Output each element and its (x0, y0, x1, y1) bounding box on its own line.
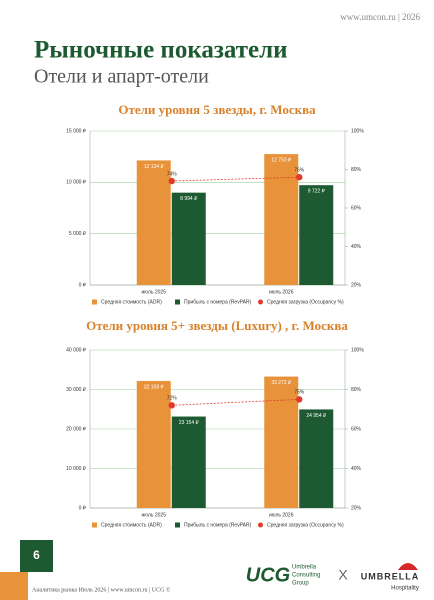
x-sign: X (338, 567, 348, 583)
y2-tick-label: 80% (351, 387, 362, 393)
page-subtitle: Отели и апарт-отели (34, 66, 209, 88)
y2-tick-label: 60% (351, 426, 362, 432)
data-label: 72% (167, 396, 178, 402)
data-label: 33 272 ₽ (271, 380, 292, 386)
page-title: Рыночные показатели (34, 37, 288, 64)
legend-label: Средняя стоимость (ADR) (101, 522, 162, 528)
data-label: 12 750 ₽ (271, 157, 292, 163)
data-label: 12 134 ₽ (144, 164, 165, 170)
y-tick-label: 20 000 ₽ (66, 426, 87, 432)
page-number: 6 (33, 548, 40, 562)
legend-marker (258, 522, 263, 528)
footer-text: Аналитика рынка Июль 2026 | www.umcon.ru… (32, 586, 171, 593)
legend-marker (175, 299, 180, 305)
umbrella-text: UMBRELLA (361, 571, 420, 581)
bar (171, 192, 206, 285)
data-label: 75% (294, 390, 305, 396)
y-tick-label: 40 000 ₽ (66, 347, 87, 353)
y2-tick-label: 60% (351, 205, 362, 211)
legend-marker (92, 299, 97, 305)
y-tick-label: 5 000 ₽ (69, 231, 87, 237)
legend-label: Средняя загрузка (Occupancy %) (267, 299, 344, 305)
y2-tick-label: 40% (351, 244, 362, 250)
y2-tick-label: 40% (351, 466, 362, 472)
data-label: 9 722 ₽ (308, 189, 326, 195)
y2-tick-label: 80% (351, 167, 362, 173)
corner (0, 572, 28, 600)
data-label: 76% (294, 168, 305, 174)
y2-tick-label: 20% (351, 282, 362, 288)
legend-label: Средняя загрузка (Occupancy %) (267, 522, 344, 528)
bar (264, 376, 299, 508)
legend-marker (92, 522, 97, 528)
y2-tick-label: 20% (351, 505, 362, 511)
data-label: 24 954 ₽ (306, 413, 327, 419)
legend-label: Средняя стоимость (ADR) (101, 299, 162, 305)
legend-label: Прибыль с номера (RevPAR) (184, 299, 252, 305)
legend-label: Прибыль с номера (RevPAR) (184, 522, 252, 528)
y-tick-label: 10 000 ₽ (66, 466, 87, 472)
data-label: 74% (167, 171, 178, 177)
data-label: 32 158 ₽ (144, 384, 165, 390)
page-box (20, 540, 53, 572)
chart-title: Отели уровня 5+ звезды (Luxury) , г. Мос… (86, 318, 348, 333)
bar (136, 380, 171, 508)
bar (136, 160, 171, 285)
occupancy-line (171, 398, 300, 406)
ucg-logo: UCG (246, 564, 290, 586)
hospitality-text: Hospitality (391, 586, 419, 592)
data-label: 23 154 ₽ (179, 420, 200, 426)
bar (264, 154, 299, 285)
ucg-name: Group (292, 581, 309, 587)
occupancy-point (296, 174, 303, 181)
y-tick-label: 30 000 ₽ (66, 387, 87, 393)
x-tick-label: июль 2025 (142, 512, 167, 518)
data-label: 8 994 ₽ (180, 196, 198, 202)
y2-tick-label: 100% (351, 128, 364, 134)
y-tick-label: 10 000 ₽ (66, 180, 87, 186)
y-tick-label: 0 ₽ (79, 505, 87, 511)
y-tick-label: 15 000 ₽ (66, 128, 87, 134)
x-tick-label: июль 2025 (142, 289, 167, 295)
legend-marker (258, 299, 263, 305)
site: www.umcon.ru | 2026 (340, 12, 420, 22)
y-tick-label: 0 ₽ (79, 282, 87, 288)
ucg-name: Umbrella (292, 565, 317, 571)
x-tick-label: июль 2026 (269, 289, 294, 295)
occupancy-point (168, 402, 175, 409)
occupancy-point (168, 177, 175, 185)
chart-title: Отели уровня 5 звезды, г. Москва (118, 102, 316, 117)
occupancy-point (296, 396, 303, 403)
occupancy-line (171, 176, 300, 182)
x-tick-label: июль 2026 (269, 512, 294, 518)
y2-tick-label: 100% (351, 347, 364, 353)
ucg-name: Consulting (292, 573, 320, 579)
legend-marker (175, 522, 180, 528)
bar (171, 416, 206, 508)
bar (299, 185, 334, 285)
bar (299, 409, 334, 508)
umbrella-icon (398, 563, 418, 570)
